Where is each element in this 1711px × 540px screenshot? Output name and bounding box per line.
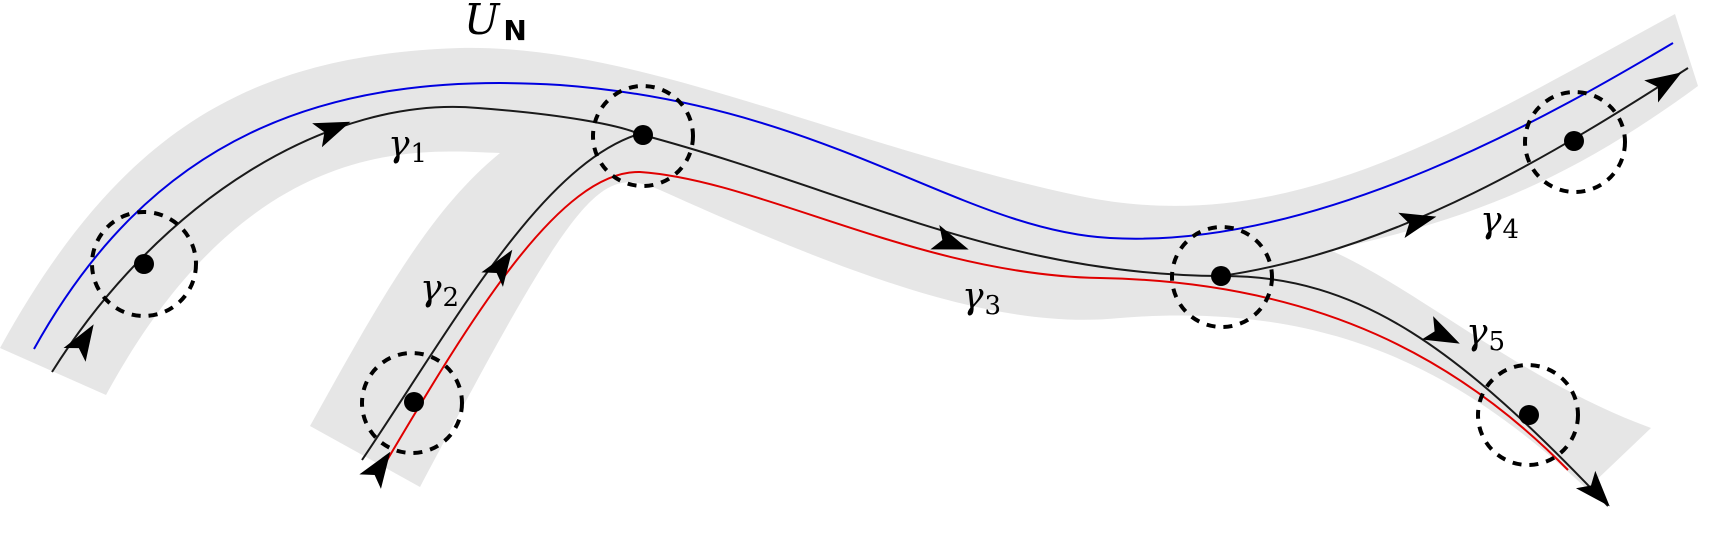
gamma-1-label: γ1 (388, 124, 427, 169)
gamma-4-curve (1220, 67, 1689, 277)
gamma-1-symbol: γ (388, 124, 410, 165)
gamma-5-symbol: γ (1466, 312, 1488, 353)
arrowhead-gamma-3-mid (930, 224, 969, 250)
red-curve (385, 170, 1569, 471)
dashed-circle-6 (1476, 363, 1580, 467)
arrowhead-gamma-5-end (1575, 470, 1610, 507)
gamma-5-curve (1220, 274, 1609, 507)
arrowhead-gamma-4-mid (1398, 212, 1437, 239)
gamma-5-label: γ5 (1466, 312, 1505, 357)
neighborhood-subscript: N (503, 14, 526, 47)
dashed-circle-2 (591, 84, 695, 188)
arrowhead-gamma-1-mid (312, 121, 351, 148)
blue-curve (33, 42, 1674, 350)
gamma-5-subscript: 5 (1489, 327, 1506, 357)
dashed-circle-1 (90, 210, 198, 318)
gamma-3-subscript: 3 (985, 291, 1002, 321)
node-dot-5 (1564, 131, 1584, 151)
arrowhead-gamma-2-start (359, 451, 391, 489)
gamma-3-curve (638, 133, 1222, 277)
arrowhead-gamma-1-start (63, 324, 94, 362)
arrowheads (63, 72, 1682, 507)
dashed-circle-5 (1523, 90, 1627, 194)
gamma-4-symbol: γ (1480, 200, 1502, 241)
node-dot-3 (404, 392, 424, 412)
neighborhood-symbol: U (464, 0, 501, 44)
gamma-2-label: γ2 (420, 268, 459, 313)
gamma-1-subscript: 1 (411, 139, 428, 169)
node-dot-2 (633, 125, 653, 145)
dashed-circle-4 (1170, 225, 1274, 329)
arrowhead-gamma-5-mid (1421, 316, 1460, 344)
gamma-2-symbol: γ (420, 268, 442, 309)
gamma-3-symbol: γ (962, 276, 984, 317)
node-dot-1 (134, 254, 154, 274)
gamma-3-label: γ3 (962, 276, 1001, 321)
gamma-4-subscript: 4 (1503, 215, 1520, 245)
node-dot-6 (1519, 405, 1539, 425)
node-dot-4 (1211, 266, 1231, 286)
neighborhood-band (0, 14, 1698, 489)
dashed-circle-3 (360, 351, 464, 455)
gamma-2-curve (361, 133, 640, 461)
arrowhead-gamma-4-end (1644, 72, 1682, 103)
gamma-4-label: γ4 (1480, 200, 1519, 245)
arrowhead-gamma-2-mid (481, 249, 513, 287)
gamma-2-subscript: 2 (443, 283, 460, 313)
